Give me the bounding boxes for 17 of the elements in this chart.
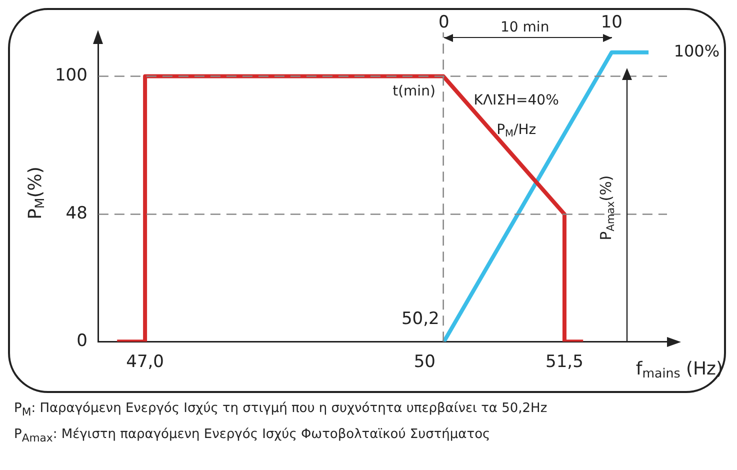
x-tick-label: 50 [414, 352, 436, 372]
annotation: ΚΛΙΣΗ=40% [474, 92, 559, 109]
text: 10 min [500, 20, 550, 36]
annotation: t(min) [392, 84, 436, 100]
text: P$_{M}$: Παραγόμενη Ενεργός Ισχύς τη στιγμή που η συχνότητα υπερβαίνει τα 50,2Hz [14, 400, 548, 421]
text: 100% [674, 42, 720, 61]
y-tick-label: 100 [54, 66, 88, 86]
ref-line-label: 50,2 [401, 309, 440, 330]
x-tick-label: 51,5 [546, 352, 584, 372]
y-tick-label: 48 [66, 204, 88, 224]
y-axis-title: PM(%) [25, 166, 48, 220]
x2-tick-label: 0 [438, 12, 450, 33]
text: P$_{Amax}$: Μέγιστη παραγόμενη Ενεργός Ισχύς Φωτοβολταϊκού Συστήματος [14, 426, 492, 446]
annotation: PAmax(%) [597, 175, 617, 240]
x2-tick-label: 10 [600, 12, 622, 33]
x-tick-label: 47,0 [126, 352, 164, 372]
y-tick-label: 0 [76, 331, 88, 352]
